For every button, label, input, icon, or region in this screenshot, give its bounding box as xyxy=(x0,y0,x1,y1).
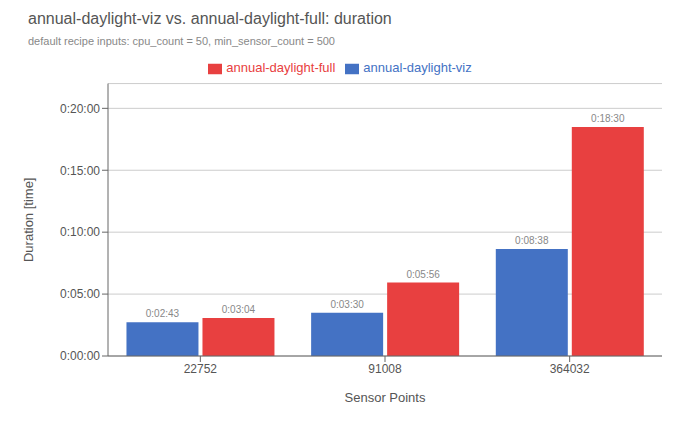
svg-text:0:02:43: 0:02:43 xyxy=(146,308,180,319)
svg-text:22752: 22752 xyxy=(184,362,218,376)
svg-text:0:03:04: 0:03:04 xyxy=(222,304,256,315)
svg-text:0:03:30: 0:03:30 xyxy=(330,299,364,310)
svg-text:Duration [time]: Duration [time] xyxy=(21,178,36,263)
svg-text:0:08:38: 0:08:38 xyxy=(515,235,549,246)
svg-text:0:20:00: 0:20:00 xyxy=(60,102,100,116)
html-text:annual-daylight-viz vs. annual: annual-daylight-viz vs. annual-daylight-… xyxy=(28,10,392,27)
svg-text:0:00:00: 0:00:00 xyxy=(60,349,100,363)
svg-text:Sensor Points: Sensor Points xyxy=(345,390,426,405)
html-text:annual-daylight-viz: annual-daylight-viz xyxy=(363,60,472,75)
svg-text:364032: 364032 xyxy=(550,362,590,376)
svg-text:0:05:00: 0:05:00 xyxy=(60,287,100,301)
svg-text:0:10:00: 0:10:00 xyxy=(60,225,100,239)
html-text:annual-daylight-full: annual-daylight-full xyxy=(226,60,336,75)
svg-text:91008: 91008 xyxy=(368,362,402,376)
svg-text:0:05:56: 0:05:56 xyxy=(406,269,440,280)
html-text:default recipe inputs: cpu_cou: default recipe inputs: cpu_count = 50, m… xyxy=(28,35,335,47)
svg-text:0:15:00: 0:15:00 xyxy=(60,164,100,178)
svg-text:0:18:30: 0:18:30 xyxy=(591,113,625,124)
